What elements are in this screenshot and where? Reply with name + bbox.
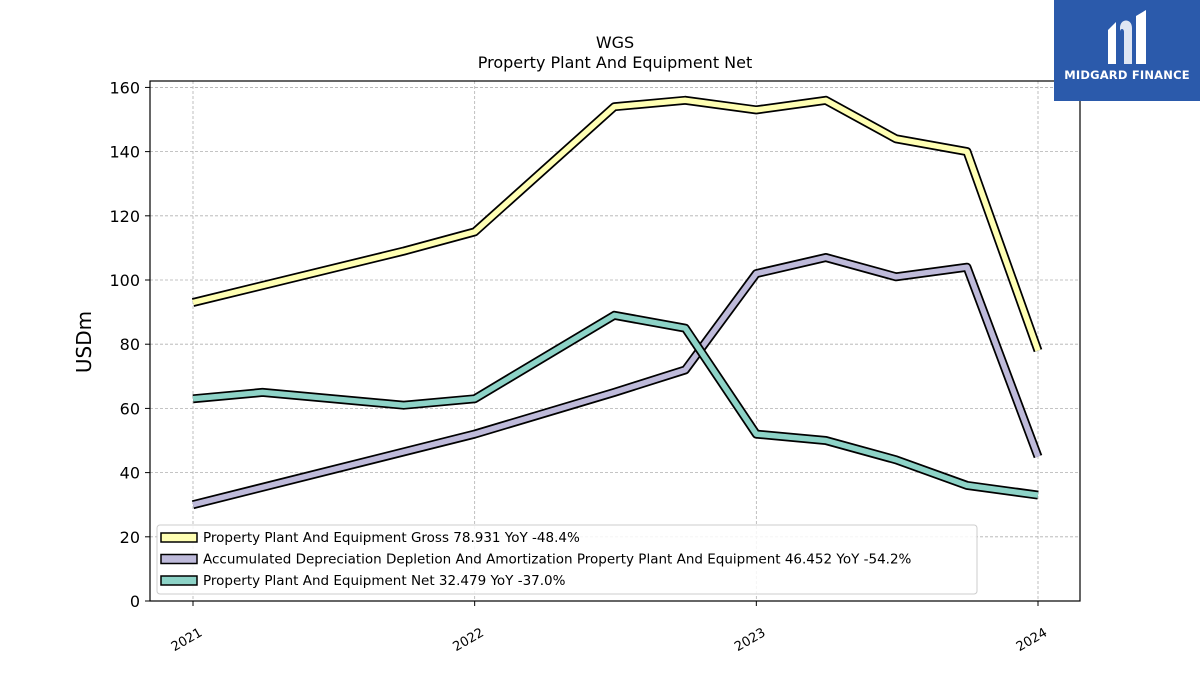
chart-subtitle: Property Plant And Equipment Net [478, 53, 753, 72]
y-tick-label: 160 [109, 78, 140, 97]
x-ticks: 2021 2022 2023 2024 [169, 601, 1050, 655]
legend-entry-1: Accumulated Depreciation Depletion And A… [203, 552, 912, 568]
y-tick-label: 120 [109, 207, 140, 226]
y-tick-label: 100 [109, 271, 140, 290]
legend-entry-0: Property Plant And Equipment Gross 78.93… [203, 530, 580, 546]
y-tick-label: 40 [120, 464, 140, 483]
logo-mark-icon [1108, 10, 1146, 64]
plot-frame [149, 80, 1081, 602]
y-axis-label: USDm [72, 311, 96, 373]
legend: Property Plant And Equipment Gross 78.93… [156, 524, 978, 595]
y-tick-label: 0 [130, 592, 140, 611]
series-line-0 [192, 97, 1041, 352]
grid [150, 81, 1080, 602]
brand-logo: MIDGARD FINANCE [1054, 0, 1200, 101]
chart-title: WGS [596, 33, 634, 52]
legend-swatch-0 [160, 532, 198, 543]
series-layer [191, 95, 1043, 510]
y-tick-label: 60 [120, 399, 140, 418]
y-tick-label: 80 [120, 335, 140, 354]
x-tick-label: 2023 [732, 625, 768, 655]
y-ticks: 0 20 40 60 80 100 120 140 160 [109, 78, 150, 611]
logo-text: MIDGARD FINANCE [1064, 68, 1190, 82]
x-tick-label: 2022 [451, 625, 487, 655]
x-tick-label: 2024 [1014, 625, 1050, 655]
series-line-1 [192, 254, 1041, 508]
series-line-2 [192, 312, 1039, 498]
legend-swatch-2 [160, 575, 198, 586]
y-tick-label: 20 [120, 528, 140, 547]
legend-entry-2: Property Plant And Equipment Net 32.479 … [203, 573, 566, 589]
legend-box [156, 524, 978, 595]
y-tick-label: 140 [109, 143, 140, 162]
x-tick-label: 2021 [169, 625, 205, 655]
legend-swatch-1 [160, 553, 198, 565]
